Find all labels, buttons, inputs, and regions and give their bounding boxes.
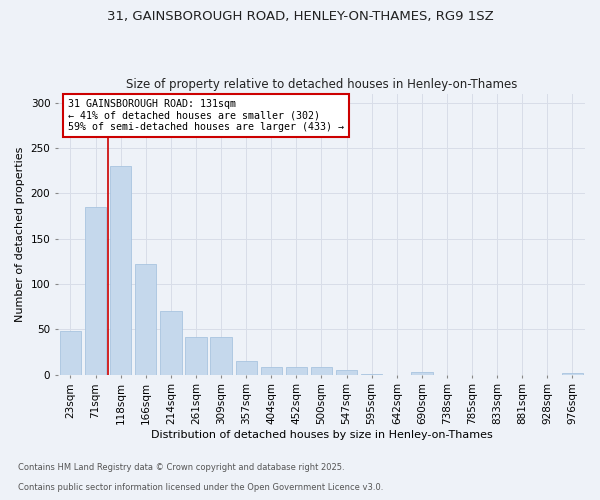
Bar [336, 370, 357, 374]
Bar [211, 336, 232, 374]
Bar [260, 366, 282, 374]
Bar [160, 311, 182, 374]
Text: 31 GAINSBOROUGH ROAD: 131sqm
← 41% of detached houses are smaller (302)
59% of s: 31 GAINSBOROUGH ROAD: 131sqm ← 41% of de… [68, 99, 344, 132]
Text: Contains HM Land Registry data © Crown copyright and database right 2025.: Contains HM Land Registry data © Crown c… [18, 464, 344, 472]
Bar [311, 368, 332, 374]
X-axis label: Distribution of detached houses by size in Henley-on-Thames: Distribution of detached houses by size … [151, 430, 493, 440]
Title: Size of property relative to detached houses in Henley-on-Thames: Size of property relative to detached ho… [126, 78, 517, 91]
Bar [135, 264, 157, 374]
Bar [60, 331, 81, 374]
Text: Contains public sector information licensed under the Open Government Licence v3: Contains public sector information licen… [18, 484, 383, 492]
Y-axis label: Number of detached properties: Number of detached properties [15, 146, 25, 322]
Bar [411, 372, 433, 374]
Bar [85, 207, 106, 374]
Text: 31, GAINSBOROUGH ROAD, HENLEY-ON-THAMES, RG9 1SZ: 31, GAINSBOROUGH ROAD, HENLEY-ON-THAMES,… [107, 10, 493, 23]
Bar [110, 166, 131, 374]
Bar [286, 366, 307, 374]
Bar [236, 361, 257, 374]
Bar [562, 373, 583, 374]
Bar [185, 336, 206, 374]
